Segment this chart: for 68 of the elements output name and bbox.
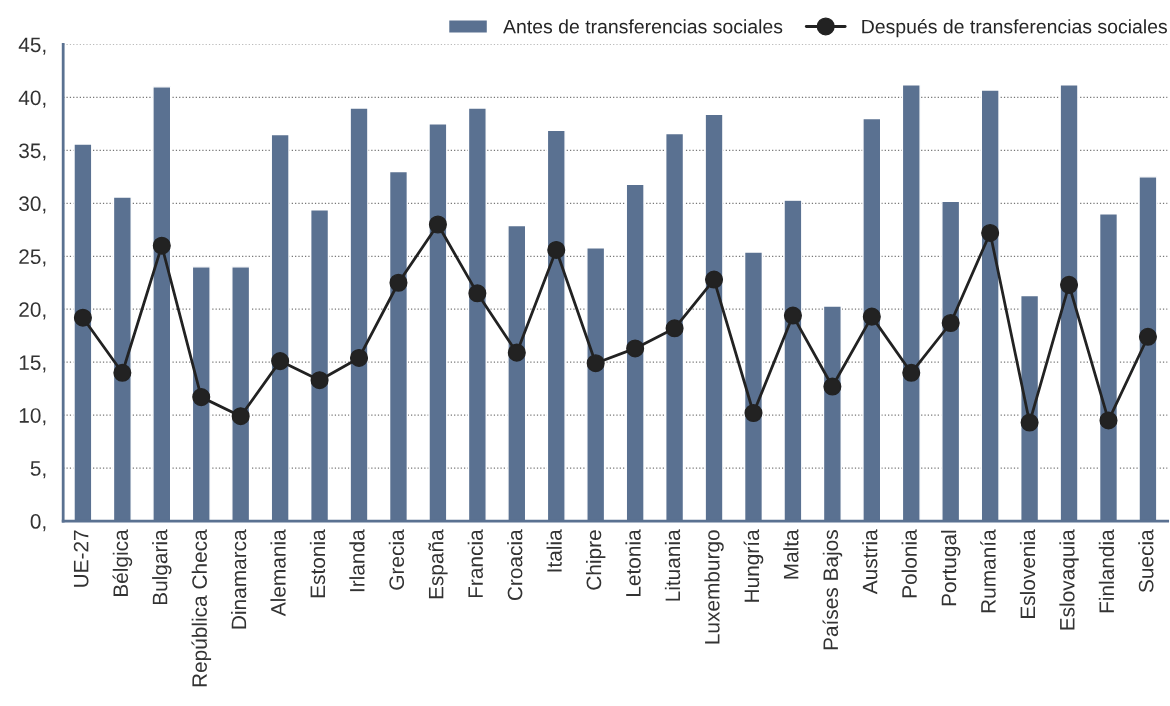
x-tick-label: Luxemburgo xyxy=(704,530,724,644)
point xyxy=(310,371,329,390)
x-tick-label: Hungría xyxy=(743,529,764,602)
x-tick-label: Croacia xyxy=(507,529,523,601)
point xyxy=(902,363,921,382)
point xyxy=(1020,413,1039,432)
y-tick-label: 45, xyxy=(18,37,46,55)
x-tick-label: Lituania xyxy=(664,529,681,601)
point xyxy=(744,403,763,423)
point xyxy=(389,273,408,292)
x-tick-label: Estonia xyxy=(309,529,326,598)
point xyxy=(507,343,526,362)
y-tick-label: 0, xyxy=(30,514,46,532)
point xyxy=(665,319,684,338)
legend-label: Después de transferencias sociales xyxy=(862,18,1167,38)
point xyxy=(152,236,171,255)
y-tick-label: 40, xyxy=(18,90,46,108)
x-tick-label: Irlanda xyxy=(349,529,365,592)
x-tick-label: Suecia xyxy=(1138,529,1154,593)
x-tick-label: Bélgica xyxy=(112,529,133,596)
point xyxy=(428,215,447,234)
x-tick-label: Bulgaria xyxy=(152,529,172,605)
x-tick-label: Eslovenia xyxy=(1019,529,1036,618)
x-tick-label: República Checa xyxy=(191,529,212,687)
point xyxy=(823,377,842,396)
x-tick-label: Dinamarca xyxy=(230,529,247,629)
point xyxy=(626,339,645,358)
x-tick-label: España xyxy=(428,529,448,599)
x-tick-label: Letonia xyxy=(625,529,641,596)
point xyxy=(981,223,1000,243)
x-tick-label: Países Bajos xyxy=(822,530,843,650)
y-tick-label: 30, xyxy=(19,196,46,214)
x-tick-label: Polonia xyxy=(901,529,917,598)
y-tick-label: 15, xyxy=(19,355,46,373)
y-tick-label: 10, xyxy=(19,408,46,426)
x-tick-label: Grecia xyxy=(388,529,405,590)
x-tick-label: Portugal xyxy=(941,530,961,606)
y-tick-label: 25, xyxy=(19,249,46,267)
x-tick-label: Chipre xyxy=(585,530,606,590)
point xyxy=(192,388,211,407)
y-tick-label: 20, xyxy=(19,302,46,320)
x-tick-label: Francia xyxy=(467,529,483,598)
point xyxy=(349,348,369,367)
point xyxy=(271,352,290,371)
point xyxy=(113,363,132,382)
point xyxy=(862,307,881,326)
y-tick-label: 5, xyxy=(30,461,46,479)
x-tick-label: Rumanía xyxy=(980,529,996,613)
point xyxy=(73,308,92,327)
x-tick-label: Eslovaquia xyxy=(1059,529,1079,630)
point xyxy=(1060,275,1079,294)
point xyxy=(783,306,802,325)
point xyxy=(705,270,724,289)
x-tick-label: Malta xyxy=(783,529,799,579)
point xyxy=(941,313,960,333)
y-tick-label: 35, xyxy=(19,143,46,161)
legend-label: Antes de transferencias sociales xyxy=(503,19,783,34)
point xyxy=(468,284,487,303)
x-tick-label: Austria xyxy=(862,529,878,595)
point xyxy=(1138,327,1157,346)
x-tick-label: Finlandia xyxy=(1098,529,1115,613)
point xyxy=(547,240,566,259)
x-tick-label: Alemania xyxy=(270,529,286,617)
point xyxy=(231,407,250,426)
x-tick-label: UE-27 xyxy=(73,530,89,587)
x-tick-label: Italia xyxy=(546,529,562,572)
point xyxy=(1099,411,1118,430)
point xyxy=(586,354,605,373)
